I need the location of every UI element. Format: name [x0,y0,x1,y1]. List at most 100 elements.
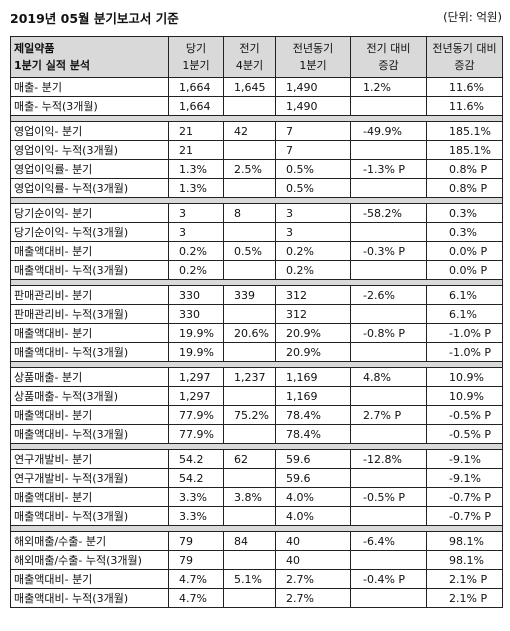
qoq-change-value: -49.9% [350,121,427,141]
table-row: 연구개발비- 누적(3개월) 54.2 59.6 -9.1% [10,468,503,488]
header-yoy-change: 전년동기 대비 증감 [426,36,503,78]
current-quarter-value: 0.2% [168,260,224,280]
table-row: 연구개발비- 분기 54.2 62 59.6 -12.8% -9.1% [10,449,503,469]
yoy-change-value: 98.1% [426,550,503,570]
table-row: 해외매출/수출- 분기 79 84 40 -6.4% 98.1% [10,531,503,551]
yoy-change-value: 2.1% P [426,588,503,608]
qoq-change-value [350,588,427,608]
row-label: 판매관리비- 누적(3개월) [10,304,169,324]
row-label: 상품매출- 누적(3개월) [10,386,169,406]
qoq-change-value [350,386,427,406]
yoy-change-value: -9.1% [426,468,503,488]
current-quarter-value: 19.9% [168,342,224,362]
prior-year-value: 1,490 [275,96,351,116]
table-row: 매출액대비- 분기 19.9% 20.6% 20.9% -0.8% P -1.0% P [10,323,503,343]
yoy-change-value: 0.0% P [426,241,503,261]
previous-quarter-value: 0.5% [223,241,276,261]
previous-quarter-value [223,140,276,160]
prior-year-value: 3 [275,222,351,242]
table-row: 매출- 누적(3개월) 1,664 1,490 11.6% [10,96,503,116]
qoq-change-value: 1.2% [350,77,427,97]
yoy-change-value: -0.5% P [426,424,503,444]
previous-quarter-value: 8 [223,203,276,223]
yoy-change-value: 0.3% [426,222,503,242]
qoq-change-value [350,506,427,526]
yoy-change-value: 11.6% [426,77,503,97]
prior-year-value: 7 [275,140,351,160]
table-row: 영업이익률- 분기 1.3% 2.5% 0.5% -1.3% P 0.8% P [10,159,503,179]
header-text: 증감 [454,59,475,72]
row-label: 영업이익률- 누적(3개월) [10,178,169,198]
current-quarter-value: 19.9% [168,323,224,343]
prior-year-value: 312 [275,304,351,324]
previous-quarter-value: 3.8% [223,487,276,507]
prior-year-value: 7 [275,121,351,141]
table-row: 상품매출- 누적(3개월) 1,297 1,169 10.9% [10,386,503,406]
header-text: 당기 [185,42,207,55]
prior-year-value: 78.4% [275,424,351,444]
yoy-change-value: 185.1% [426,140,503,160]
row-label: 매출액대비- 누적(3개월) [10,260,169,280]
yoy-change-value: -0.7% P [426,506,503,526]
header-text: 전기 대비 [366,42,411,55]
header-current-quarter: 당기 1분기 [168,36,224,78]
qoq-change-value: -0.5% P [350,487,427,507]
unit-label: (단위: 억원) [443,10,502,24]
row-label: 매출액대비- 분기 [10,323,169,343]
previous-quarter-value: 20.6% [223,323,276,343]
current-quarter-value: 1,297 [168,386,224,406]
current-quarter-value: 1.3% [168,178,224,198]
current-quarter-value: 1.3% [168,159,224,179]
prior-year-value: 0.2% [275,241,351,261]
current-quarter-value: 4.7% [168,588,224,608]
qoq-change-value: -0.8% P [350,323,427,343]
row-label: 연구개발비- 누적(3개월) [10,468,169,488]
previous-quarter-value [223,96,276,116]
current-quarter-value: 79 [168,531,224,551]
row-label: 영업이익률- 분기 [10,159,169,179]
row-label: 해외매출/수출- 누적(3개월) [10,550,169,570]
table-row: 매출액대비- 분기 3.3% 3.8% 4.0% -0.5% P -0.7% P [10,487,503,507]
table-row: 매출액대비- 누적(3개월) 77.9% 78.4% -0.5% P [10,424,503,444]
yoy-change-value: -1.0% P [426,342,503,362]
current-quarter-value: 3 [168,222,224,242]
prior-year-value: 0.2% [275,260,351,280]
current-quarter-value: 1,297 [168,367,224,387]
table-row: 매출액대비- 분기 77.9% 75.2% 78.4% 2.7% P -0.5% P [10,405,503,425]
yoy-change-value: -0.5% P [426,405,503,425]
previous-quarter-value [223,178,276,198]
previous-quarter-value [223,550,276,570]
row-label: 당기순이익- 분기 [10,203,169,223]
previous-quarter-value [223,342,276,362]
qoq-change-value [350,342,427,362]
qoq-change-value [350,222,427,242]
yoy-change-value: -1.0% P [426,323,503,343]
previous-quarter-value: 75.2% [223,405,276,425]
row-label: 매출- 분기 [10,77,169,97]
table-row: 판매관리비- 분기 330 339 312 -2.6% 6.1% [10,285,503,305]
previous-quarter-value [223,588,276,608]
table-row: 당기순이익- 누적(3개월) 3 3 0.3% [10,222,503,242]
previous-quarter-value: 1,237 [223,367,276,387]
table-row: 판매관리비- 누적(3개월) 330 312 6.1% [10,304,503,324]
row-label: 판매관리비- 분기 [10,285,169,305]
yoy-change-value: 6.1% [426,285,503,305]
prior-year-value: 1,169 [275,367,351,387]
row-label: 매출액대비- 누적(3개월) [10,588,169,608]
prior-year-value: 0.5% [275,178,351,198]
prior-year-value: 312 [275,285,351,305]
prior-year-value: 4.0% [275,487,351,507]
header-prior-year-quarter: 전년동기 1분기 [275,36,351,78]
previous-quarter-value [223,386,276,406]
table-row: 매출액대비- 누적(3개월) 3.3% 4.0% -0.7% P [10,506,503,526]
prior-year-value: 40 [275,531,351,551]
table-row: 매출액대비- 누적(3개월) 0.2% 0.2% 0.0% P [10,260,503,280]
header-text: 증감 [378,59,399,72]
table-row: 영업이익- 누적(3개월) 21 7 185.1% [10,140,503,160]
header-text: 4분기 [235,59,264,72]
yoy-change-value: 6.1% [426,304,503,324]
qoq-change-value [350,304,427,324]
prior-year-value: 2.7% [275,588,351,608]
qoq-change-value [350,424,427,444]
row-label: 매출액대비- 누적(3개월) [10,342,169,362]
